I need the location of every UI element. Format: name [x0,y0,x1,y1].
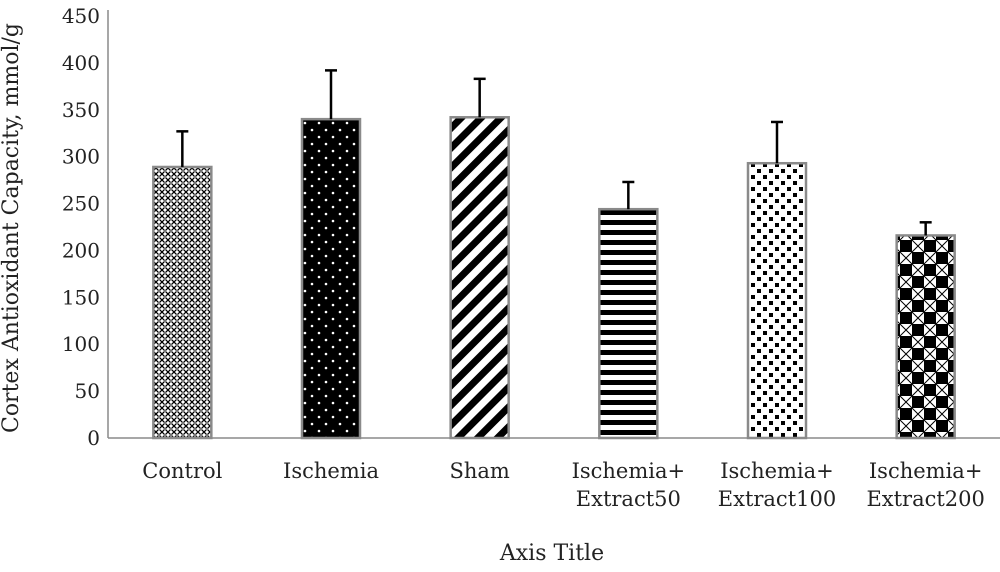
x-tick-labels: Control Ischemia Sham Ischemia+ Extract50 Isc… [142,459,985,511]
x-tick-label: Ischemia+ Extract50 [572,459,686,511]
x-tick-label: Ischemia+ Extract200 [866,459,984,511]
y-tick-label: 50 [75,379,100,403]
y-tick-labels: 0 50 100 150 200 250 300 350 400 450 [62,4,100,450]
x-tick-label: Ischemia+ Extract100 [718,459,836,511]
y-tick-label: 250 [62,192,100,216]
bar [598,207,659,440]
y-tick-label: 0 [87,426,100,450]
bars [152,116,956,440]
y-tick-label: 300 [62,145,100,169]
error-bar [622,180,635,210]
bar [152,165,213,440]
error-bars [176,69,932,236]
bar [449,116,510,440]
y-axis-title: Cortex Antioxidant Capacity, mmol/g [0,23,24,433]
x-axis-title: Axis Title [499,541,604,566]
error-bar [771,120,783,164]
error-bar [473,77,486,118]
y-tick-label: 200 [62,238,100,262]
x-tick-label: Control [142,459,222,483]
error-bar [919,221,932,236]
bar [746,161,808,440]
y-tick-label: 100 [62,332,100,356]
axes [107,10,1000,439]
bar [895,234,956,440]
x-tick-label: Ischemia [283,459,379,483]
bar [300,117,362,440]
y-tick-label: 450 [62,4,100,28]
error-bar [325,69,337,120]
y-tick-label: 400 [62,51,100,75]
x-tick-label: Sham [449,459,509,483]
y-tick-label: 150 [62,285,100,309]
error-bar [176,130,189,167]
y-tick-label: 350 [62,98,100,122]
